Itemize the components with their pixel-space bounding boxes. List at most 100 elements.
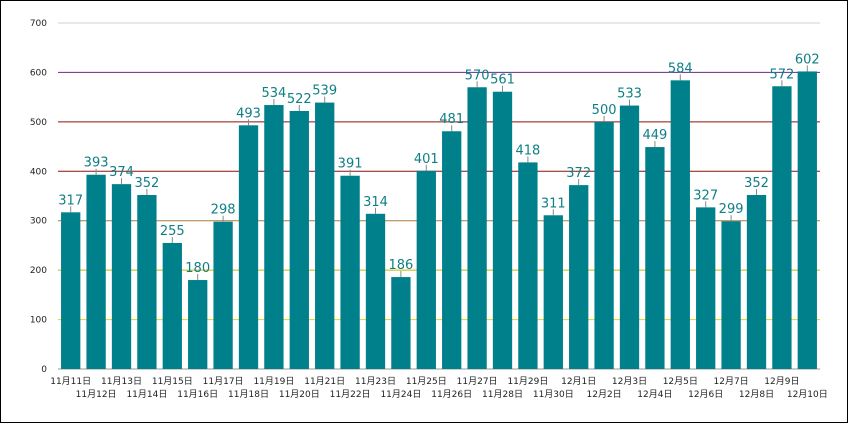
data-label: 299 [719, 202, 744, 217]
data-label: 522 [287, 92, 312, 107]
data-label: 327 [693, 188, 718, 203]
bar [594, 121, 614, 369]
x-tick-label: 11月14日 [126, 389, 167, 400]
data-label: 374 [109, 165, 134, 180]
x-tick-label: 12月1日 [561, 376, 596, 387]
data-label: 311 [541, 196, 566, 211]
x-tick-label: 12月4日 [637, 389, 672, 400]
x-tick-label: 11月17日 [203, 376, 244, 387]
x-tick-label: 12月6日 [688, 389, 723, 400]
bar [442, 131, 462, 369]
data-label: 317 [58, 193, 83, 208]
data-label: 570 [465, 68, 490, 83]
x-tick-label: 11月19日 [253, 376, 294, 387]
data-label: 493 [236, 106, 261, 121]
bar [569, 185, 589, 369]
bar [696, 207, 716, 369]
x-tick-label: 11月25日 [406, 376, 447, 387]
y-tick-label: 700 [30, 19, 47, 29]
bar [137, 195, 157, 369]
x-tick-label: 11月22日 [330, 389, 371, 400]
x-tick-label: 12月2日 [587, 389, 622, 400]
bar [543, 215, 563, 369]
bar [670, 80, 690, 369]
bar [797, 71, 817, 369]
data-label: 391 [338, 157, 363, 172]
bar [213, 221, 233, 369]
data-label: 533 [617, 87, 642, 102]
data-label: 539 [312, 84, 337, 99]
y-axis: 0 100 200 300 400 500 600 700 [30, 19, 47, 375]
data-label: 298 [211, 203, 236, 218]
data-label: 481 [439, 112, 464, 127]
x-tick-label: 12月7日 [714, 376, 749, 387]
data-label: 418 [515, 143, 540, 158]
bar [619, 105, 640, 369]
data-label: 372 [566, 166, 591, 181]
x-tick-label: 12月9日 [764, 376, 799, 387]
x-tick-label: 11月29日 [507, 376, 548, 387]
bar [111, 184, 132, 369]
x-tick-label: 11月11日 [50, 376, 91, 387]
bar [645, 147, 665, 369]
x-tick-label: 11月12日 [76, 389, 117, 400]
bar [492, 91, 513, 369]
data-label: 352 [744, 176, 769, 191]
x-tick-label: 11月27日 [457, 376, 498, 387]
bar [772, 86, 792, 370]
data-label: 602 [795, 52, 820, 67]
bar [518, 162, 538, 369]
x-tick-label: 11月13日 [101, 376, 142, 387]
y-tick-label: 200 [30, 266, 47, 276]
x-tick-label: 11月24日 [380, 389, 421, 400]
bar [61, 212, 81, 369]
bar [340, 175, 360, 369]
data-label: 314 [363, 195, 388, 210]
bars [61, 65, 817, 370]
bar [315, 102, 335, 369]
data-label: 255 [160, 224, 185, 239]
x-tick-label: 12月5日 [663, 376, 698, 387]
bar [238, 125, 259, 370]
x-tick-label: 11月16日 [177, 389, 218, 400]
bar [391, 277, 411, 369]
y-tick-label: 400 [30, 167, 47, 177]
x-tick-label: 12月8日 [739, 389, 774, 400]
y-tick-label: 300 [30, 217, 47, 227]
x-tick-label: 11月15日 [152, 376, 193, 387]
data-label: 561 [490, 73, 515, 88]
bar [188, 280, 208, 369]
x-tick-label: 11月18日 [228, 389, 269, 400]
x-tick-label: 12月10日 [787, 389, 828, 400]
y-tick-label: 100 [30, 316, 47, 326]
data-label: 186 [388, 258, 413, 273]
x-tick-label: 12月3日 [612, 376, 647, 387]
x-tick-label: 11月23日 [355, 376, 396, 387]
bar [467, 87, 487, 369]
gridlines [58, 22, 820, 370]
x-tick-label: 11月20日 [279, 389, 320, 400]
bar [365, 213, 386, 369]
data-label: 572 [769, 67, 794, 82]
x-tick-label: 11月26日 [431, 389, 472, 400]
bar [162, 242, 182, 369]
bar [416, 170, 436, 369]
data-label: 180 [185, 261, 210, 276]
bar [721, 221, 741, 369]
data-label: 534 [261, 86, 286, 101]
x-tick-label: 11月30日 [533, 389, 574, 400]
data-label: 449 [642, 128, 667, 143]
bar [264, 105, 284, 370]
data-label: 352 [134, 176, 159, 191]
data-label: 584 [668, 61, 693, 76]
x-axis: 11月11日 11月12日 11月13日 11月14日 11月15日 11月16日 11月1… [50, 376, 828, 400]
x-tick-label: 11月28日 [482, 389, 523, 400]
bar [289, 110, 309, 370]
y-tick-label: 500 [30, 118, 47, 128]
data-label: 393 [84, 156, 109, 171]
bar [86, 174, 106, 369]
data-label: 401 [414, 152, 439, 167]
y-tick-label: 600 [30, 68, 47, 78]
data-label: 500 [592, 103, 617, 118]
